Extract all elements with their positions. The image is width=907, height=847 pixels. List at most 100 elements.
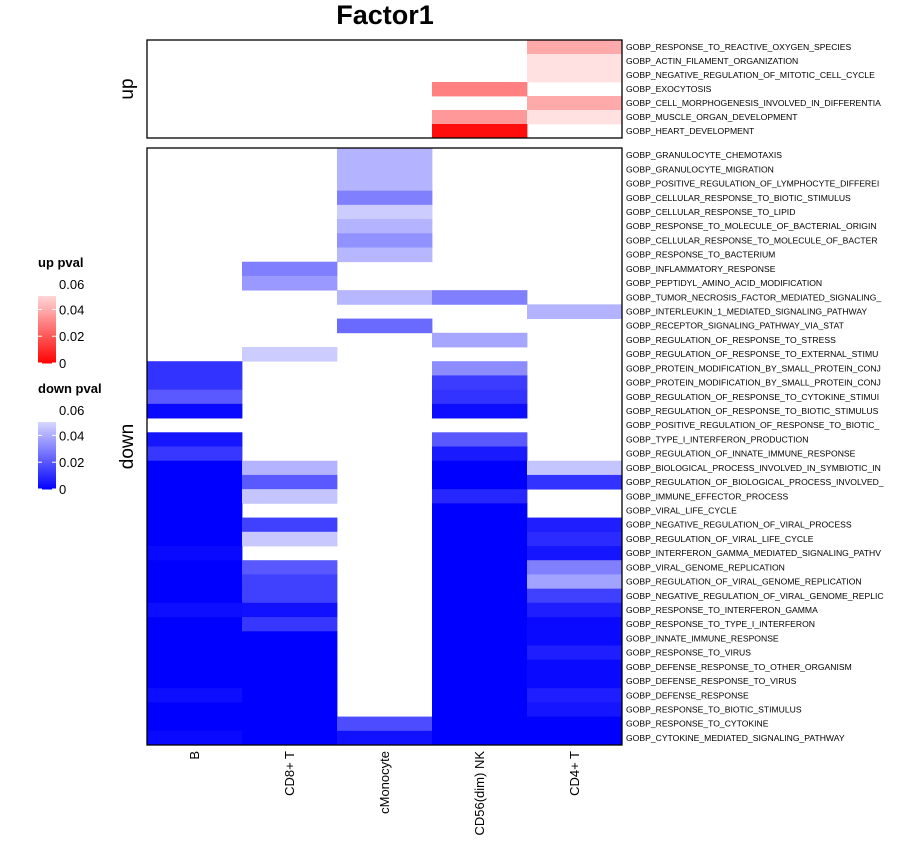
legend-gradient-step — [38, 432, 56, 435]
row-label: GOBP_DEFENSE_RESPONSE_TO_OTHER_ORGANISM — [626, 662, 852, 672]
legend-title: down pval — [38, 381, 102, 396]
legend-gradient-step — [38, 356, 56, 359]
legend-gradient-step — [38, 352, 56, 356]
row-label: GOBP_PROTEIN_MODIFICATION_BY_SMALL_PROTE… — [626, 363, 881, 373]
heatmap-cell — [432, 446, 528, 462]
heatmap-cell — [242, 631, 338, 646]
row-label: GOBP_HEART_DEVELOPMENT — [626, 126, 755, 136]
heatmap-cell — [527, 304, 623, 319]
row-label: GOBP_CELLULAR_RESPONSE_TO_MOLECULE_OF_BA… — [626, 235, 878, 245]
legend-gradient-step — [38, 322, 56, 325]
legend-gradient-step — [38, 354, 56, 357]
heatmap-cell — [242, 702, 338, 717]
legend-gradient-step — [38, 433, 56, 436]
heatmap-cell — [337, 233, 433, 248]
column-label: B — [187, 751, 202, 760]
legend-gradient-step — [38, 445, 56, 448]
heatmap-cell — [432, 474, 528, 490]
legend-tick-label: 0.04 — [59, 428, 84, 443]
heatmap-cell — [527, 659, 623, 675]
legend-gradient-step — [38, 468, 56, 472]
legend-gradient-step — [38, 480, 56, 483]
legend-gradient-step — [38, 342, 56, 346]
heatmap-cell — [242, 602, 338, 618]
legend-gradient-step — [38, 299, 56, 302]
row-label: GOBP_MUSCLE_ORGAN_DEVELOPMENT — [626, 112, 798, 122]
row-label: GOBP_TYPE_I_INTERFERON_PRODUCTION — [626, 434, 808, 444]
row-label: GOBP_REGULATION_OF_VIRAL_GENOME_REPLICAT… — [626, 577, 862, 587]
row-label: GOBP_REGULATION_OF_RESPONSE_TO_EXTERNAL_… — [626, 349, 878, 359]
heatmap-cell — [337, 190, 433, 206]
legend-gradient-step — [38, 422, 56, 425]
legend-gradient-step — [38, 297, 56, 300]
heatmap-cell — [147, 659, 243, 675]
row-label: GOBP_INFLAMMATORY_RESPONSE — [626, 264, 776, 274]
row-label: GOBP_REGULATION_OF_RESPONSE_TO_CYTOKINE_… — [626, 392, 879, 402]
legend-gradient-step — [38, 462, 56, 465]
block-border-up — [146, 39, 623, 139]
row-label: GOBP_REGULATION_OF_RESPONSE_TO_STRESS — [626, 335, 836, 345]
heatmap-cell — [432, 673, 528, 689]
heatmap-cell — [242, 531, 338, 547]
heatmap-cell — [147, 574, 243, 590]
legend-gradient-step — [38, 321, 56, 324]
legend-gradient-step — [38, 430, 56, 433]
row-label: GOBP_RESPONSE_TO_BIOTIC_STIMULUS — [626, 704, 802, 714]
legend-gradient-step — [38, 473, 56, 477]
legend-gradient-step — [38, 448, 56, 451]
heatmap-cell — [527, 716, 623, 732]
row-label: GOBP_VIRAL_LIFE_CYCLE — [626, 505, 737, 515]
row-label: GOBP_INNATE_IMMUNE_RESPONSE — [626, 633, 779, 643]
heatmap-cell — [242, 275, 338, 291]
row-label: GOBP_CELL_MORPHOGENESIS_INVOLVED_IN_DIFF… — [626, 98, 881, 108]
column-label: CD56(dim) NK — [472, 751, 487, 836]
row-label: GOBP_BIOLOGICAL_PROCESS_INVOLVED_IN_SYMB… — [626, 463, 881, 473]
heatmap-cell — [337, 219, 433, 234]
heatmap-cell — [337, 290, 433, 305]
heatmap-cell — [432, 688, 528, 703]
heatmap-cell — [147, 503, 243, 518]
row-label: GOBP_GRANULOCYTE_CHEMOTAXIS — [626, 150, 782, 160]
heatmap-cell — [527, 574, 623, 590]
legend-gradient-step — [38, 425, 56, 428]
legend-gradient-step — [38, 336, 56, 339]
row-label: GOBP_RESPONSE_TO_TYPE_I_INTERFERON — [626, 619, 815, 629]
legend-gradient-step — [38, 472, 56, 475]
block-border-down — [146, 147, 623, 746]
heatmap-cell — [242, 673, 338, 689]
legend-gradient-step — [38, 442, 56, 445]
legend-gradient-step — [38, 344, 56, 347]
heatmap-cell — [432, 702, 528, 717]
row-label: GOBP_RESPONSE_TO_BACTERIUM — [626, 250, 775, 260]
legend-gradient-step — [38, 304, 56, 307]
row-label: GOBP_NEGATIVE_REGULATION_OF_VIRAL_PROCES… — [626, 520, 852, 530]
legend-gradient-step — [38, 312, 56, 315]
heatmap-cell — [147, 716, 243, 732]
legend-gradient-step — [38, 341, 56, 344]
heatmap-cell — [527, 40, 623, 55]
legend-gradient-step — [38, 301, 56, 304]
heatmap-cell — [432, 617, 528, 632]
legend-gradient-step — [38, 327, 56, 330]
legend-gradient-step — [38, 435, 56, 438]
heatmap-cell — [432, 375, 528, 391]
legend-tick-label: 0.06 — [59, 277, 84, 292]
row-label: GOBP_POSITIVE_REGULATION_OF_RESPONSE_TO_… — [626, 420, 879, 430]
heatmap-cell — [242, 261, 338, 277]
legend-gradient-step — [38, 450, 56, 453]
heatmap-cell — [242, 574, 338, 590]
legend-gradient-step — [38, 334, 56, 337]
legend-gradient-step — [38, 326, 56, 329]
heatmap-cell — [432, 588, 528, 604]
row-label: GOBP_RECEPTOR_SIGNALING_PATHWAY_VIA_STAT — [626, 321, 845, 331]
heatmap-cell — [337, 204, 433, 220]
legend-gradient-step — [38, 483, 56, 487]
legend-gradient-step — [38, 347, 56, 351]
row-label: GOBP_RESPONSE_TO_REACTIVE_OXYGEN_SPECIES — [626, 42, 852, 52]
legend-gradient-step — [38, 477, 56, 480]
row-label: GOBP_ACTIN_FILAMENT_ORGANIZATION — [626, 56, 798, 66]
heatmap-cell — [147, 673, 243, 689]
heatmap-cell — [147, 560, 243, 575]
row-label: GOBP_CELLULAR_RESPONSE_TO_BIOTIC_STIMULU… — [626, 193, 851, 203]
